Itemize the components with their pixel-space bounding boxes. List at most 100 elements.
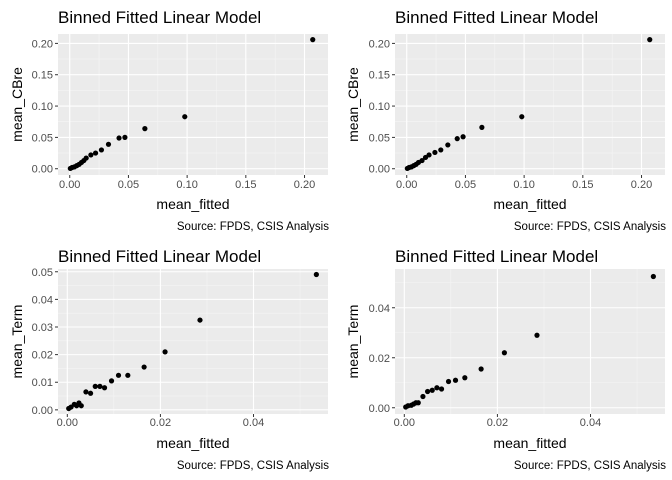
data-point bbox=[197, 317, 203, 323]
x-axis-title: mean_fitted bbox=[156, 196, 229, 212]
data-point bbox=[479, 124, 485, 130]
y-tick-label: 0.02 bbox=[369, 353, 390, 365]
x-axis-title: mean_fitted bbox=[493, 435, 566, 451]
y-tick-label: 0.20 bbox=[369, 38, 390, 50]
x-tick-label: 0.05 bbox=[455, 179, 476, 191]
data-point bbox=[420, 393, 426, 400]
chart-panel-4: 0.00 0.02 0.04 0.00 0.02 0.04 Binned Fitted Li… bbox=[345, 247, 666, 472]
y-axis-title: mean_Term bbox=[9, 305, 25, 379]
chart-caption: Source: FPDS, CSIS Analysis bbox=[514, 460, 666, 472]
chart-panel-2: 0.00 0.05 0.10 0.15 0.20 0.00 0.05 0.10 0.15 0.20… bbox=[345, 8, 666, 233]
x-tick-label: 0.15 bbox=[572, 179, 593, 191]
y-tick-label: 0.15 bbox=[32, 70, 53, 82]
data-point bbox=[460, 134, 466, 140]
x-axis-title: mean_fitted bbox=[493, 196, 566, 212]
data-point bbox=[98, 147, 105, 153]
data-point bbox=[125, 372, 131, 378]
y-tick-label: 0.04 bbox=[32, 294, 53, 306]
data-point bbox=[101, 385, 108, 391]
data-point bbox=[97, 383, 103, 389]
chart-caption: Source: FPDS, CSIS Analysis bbox=[177, 460, 329, 472]
plot-background bbox=[58, 269, 328, 414]
data-point bbox=[650, 273, 656, 280]
x-tick-label: 0.00 bbox=[59, 179, 80, 191]
chart-title: Binned Fitted Linear Model bbox=[58, 247, 261, 266]
y-axis-title: mean_CBre bbox=[9, 67, 25, 142]
chart-title: Binned Fitted Linear Model bbox=[58, 8, 261, 27]
data-point bbox=[534, 332, 540, 338]
y-axis-title: mean_Term bbox=[345, 305, 361, 379]
data-point bbox=[162, 349, 168, 355]
data-point bbox=[454, 136, 460, 142]
data-point bbox=[434, 385, 440, 391]
data-point bbox=[313, 271, 319, 278]
data-point bbox=[78, 403, 84, 409]
data-point bbox=[478, 366, 484, 372]
y-axis-title: mean_CBre bbox=[345, 67, 361, 142]
data-point bbox=[415, 400, 421, 406]
data-point bbox=[445, 378, 452, 385]
data-point bbox=[424, 388, 431, 395]
data-point bbox=[452, 377, 459, 383]
x-tick-label: 0.00 bbox=[396, 179, 417, 191]
chart-caption: Source: FPDS, CSIS Analysis bbox=[177, 221, 329, 233]
data-point bbox=[647, 37, 653, 43]
data-point bbox=[501, 350, 507, 356]
data-point bbox=[426, 152, 432, 158]
data-point bbox=[182, 114, 188, 120]
y-tick-label: 0.00 bbox=[32, 405, 53, 417]
x-tick-label: 0.05 bbox=[118, 179, 139, 191]
x-tick-label: 0.15 bbox=[235, 179, 256, 191]
y-tick-label: 0.10 bbox=[369, 101, 390, 113]
x-tick-label: 0.20 bbox=[631, 179, 652, 191]
y-tick-label: 0.00 bbox=[369, 403, 390, 415]
x-tick-label: 0.04 bbox=[580, 417, 601, 429]
y-tick-label: 0.02 bbox=[32, 350, 53, 362]
data-point bbox=[445, 142, 451, 148]
data-point bbox=[419, 157, 425, 164]
data-point bbox=[142, 126, 148, 132]
x-tick-label: 0.04 bbox=[243, 417, 264, 429]
data-point bbox=[92, 383, 98, 389]
data-point bbox=[83, 155, 89, 161]
data-point bbox=[92, 150, 99, 156]
y-tick-label: 0.00 bbox=[32, 164, 53, 176]
data-point bbox=[83, 389, 89, 395]
data-point bbox=[141, 364, 147, 370]
data-point bbox=[438, 386, 445, 392]
y-tick-label: 0.05 bbox=[32, 267, 53, 279]
y-tick-label: 0.04 bbox=[369, 303, 390, 315]
y-tick-label: 0.20 bbox=[32, 38, 53, 50]
chart-panel-1: 0.00 0.05 0.10 0.15 0.20 0.00 0.05 0.10 0.15 0.20… bbox=[9, 8, 329, 233]
data-point bbox=[429, 387, 435, 393]
x-tick-label: 0.00 bbox=[394, 417, 415, 429]
data-point bbox=[88, 152, 94, 158]
y-tick-label: 0.01 bbox=[32, 377, 53, 389]
y-tick-label: 0.05 bbox=[32, 132, 53, 144]
y-tick-label: 0.00 bbox=[369, 164, 390, 176]
plot-background bbox=[58, 34, 328, 175]
data-point bbox=[310, 37, 316, 43]
y-tick-label: 0.15 bbox=[369, 70, 390, 82]
chart-panel-3: 0.00 0.02 0.04 0.00 0.01 0.02 0.03 0.04 0.05 Binn… bbox=[9, 247, 329, 472]
chart-title: Binned Fitted Linear Model bbox=[395, 8, 598, 27]
data-point bbox=[108, 378, 115, 384]
data-point bbox=[115, 372, 122, 378]
data-point bbox=[87, 390, 94, 396]
y-tick-label: 0.03 bbox=[32, 322, 53, 334]
x-tick-label: 0.10 bbox=[513, 179, 534, 191]
data-point bbox=[122, 134, 128, 140]
y-tick-label: 0.10 bbox=[32, 101, 53, 113]
x-tick-label: 0.02 bbox=[150, 417, 171, 429]
y-tick-label: 0.05 bbox=[369, 132, 390, 144]
x-tick-label: 0.10 bbox=[176, 179, 197, 191]
data-point bbox=[432, 149, 438, 156]
data-point bbox=[519, 114, 525, 120]
data-point bbox=[462, 375, 468, 381]
data-point bbox=[116, 135, 122, 141]
x-axis-title: mean_fitted bbox=[156, 435, 229, 451]
chart-caption: Source: FPDS, CSIS Analysis bbox=[514, 221, 666, 233]
data-point bbox=[438, 147, 444, 153]
data-point bbox=[105, 141, 112, 147]
